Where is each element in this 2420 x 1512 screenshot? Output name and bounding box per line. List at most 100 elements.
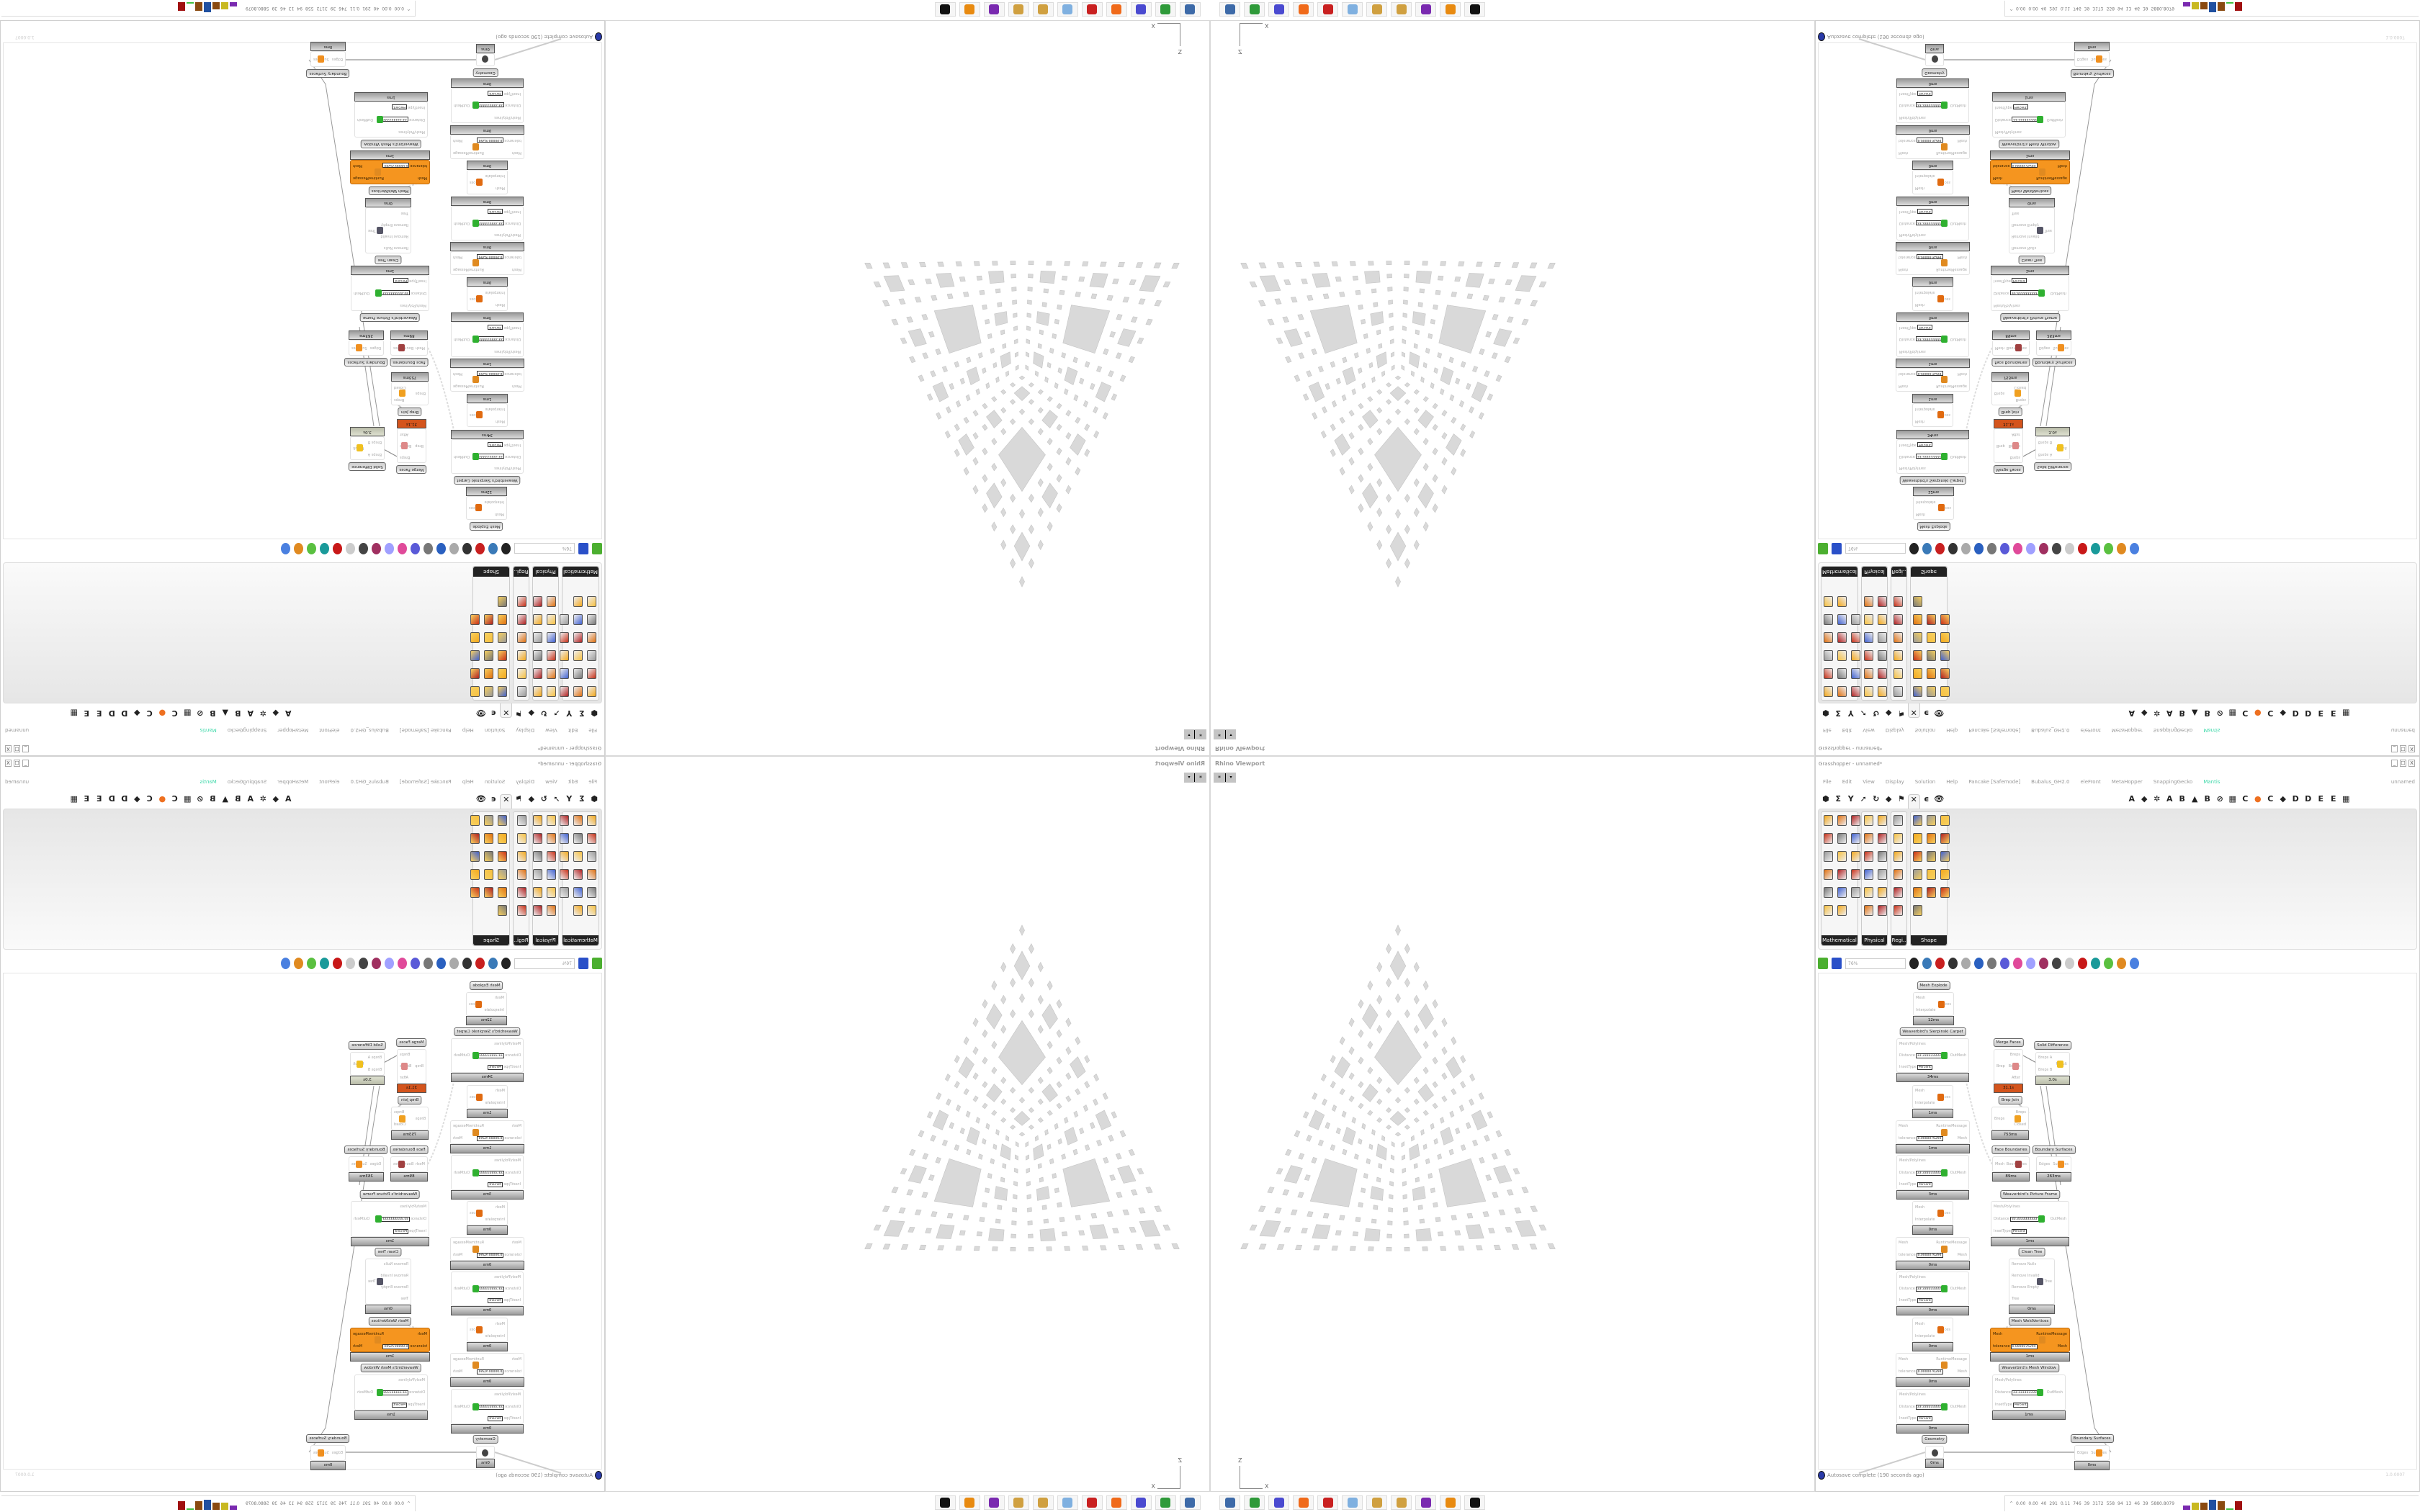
- input-port[interactable]: Brep: [1996, 1064, 2005, 1068]
- port-value-field[interactable]: Percent: [1917, 442, 1932, 447]
- port-value-field[interactable]: Percent: [392, 1402, 408, 1408]
- input-port[interactable]: InsetTypePercent: [393, 278, 426, 284]
- plugin-tab-icon[interactable]: ●: [2254, 794, 2262, 804]
- node-title[interactable]: Weaverbird's Mesh Window: [361, 140, 421, 148]
- input-port[interactable]: Mesh/Polylines: [494, 466, 521, 470]
- port-value-field[interactable]: 33.3333333333: [475, 102, 505, 108]
- gh-component[interactable]: EdgesSurfaces: [2036, 1156, 2071, 1172]
- plugin-tab-icon[interactable]: E: [2318, 794, 2323, 804]
- node-title[interactable]: Boundary Surfaces: [2070, 1434, 2114, 1443]
- output-port[interactable]: RuntimeMessage: [453, 150, 484, 156]
- input-port[interactable]: Remove Empty: [2012, 222, 2039, 227]
- input-port[interactable]: tolerance0.0000076294: [477, 1369, 521, 1374]
- component-icon[interactable]: [1851, 851, 1860, 862]
- taskbar-app[interactable]: [1219, 2, 1240, 17]
- port-value-field[interactable]: Percent: [488, 209, 503, 214]
- output-port[interactable]: Faces: [1940, 1328, 1950, 1332]
- node-title[interactable]: Merge Faces: [396, 465, 427, 474]
- output-port[interactable]: OutMesh: [354, 291, 370, 295]
- component-icon[interactable]: [1837, 905, 1847, 916]
- port-value-field[interactable]: 0.0000076294: [477, 138, 504, 143]
- output-port[interactable]: OutMesh: [454, 103, 470, 108]
- output-port[interactable]: Mesh: [1957, 1369, 1967, 1374]
- component-icon[interactable]: [1927, 833, 1936, 844]
- component-icon[interactable]: [1864, 887, 1873, 898]
- taskbar-app[interactable]: [1033, 1495, 1054, 1510]
- node-title[interactable]: Solid Difference: [2034, 1041, 2071, 1050]
- input-port[interactable]: Mesh/Polylines: [1995, 130, 2022, 134]
- input-port[interactable]: Mesh: [496, 1089, 505, 1093]
- minimize-button[interactable]: _: [2391, 760, 2398, 767]
- input-port[interactable]: Breps: [416, 1117, 426, 1121]
- bug-icon[interactable]: [1948, 958, 1958, 969]
- plugin-tab-icon[interactable]: C: [2242, 794, 2249, 804]
- tab-icon[interactable]: Σ: [1835, 794, 1841, 804]
- port-value-field[interactable]: 33.3333333333: [381, 1217, 411, 1222]
- input-port[interactable]: Mesh: [512, 151, 521, 156]
- output-port[interactable]: Breps: [2015, 397, 2026, 402]
- port-value-field[interactable]: 0.0000076294: [477, 1252, 504, 1258]
- taskbar-app[interactable]: [1057, 2, 1078, 17]
- output-port[interactable]: Breps: [394, 397, 405, 402]
- component-icon[interactable]: [1940, 887, 1950, 898]
- input-port[interactable]: Remove Nulls: [2012, 246, 2036, 250]
- component-icon[interactable]: [1864, 815, 1873, 826]
- input-port[interactable]: Interpolate: [1915, 291, 1935, 295]
- taskbar-app[interactable]: [1180, 1495, 1201, 1510]
- component-icon[interactable]: [1878, 887, 1887, 898]
- taskbar-app[interactable]: [1293, 1495, 1314, 1510]
- input-port[interactable]: tolerance0.0000076294: [477, 1135, 521, 1141]
- port-value-field[interactable]: 0.0000076294: [2010, 1344, 2038, 1349]
- component-icon[interactable]: [1837, 833, 1847, 844]
- taskbar-app[interactable]: [1268, 1495, 1289, 1510]
- node-title[interactable]: Merge Faces: [1993, 465, 2024, 474]
- port-value-field[interactable]: 33.3333333333: [1915, 1170, 1945, 1176]
- sphere-icon[interactable]: [2117, 958, 2126, 969]
- port-value-field[interactable]: Percent: [2011, 278, 2027, 284]
- taskbar-app[interactable]: [1057, 1495, 1078, 1510]
- node-title[interactable]: Weaverbird's Sierpinski Carpet: [454, 1027, 521, 1036]
- window-icon[interactable]: [1987, 958, 1996, 969]
- close-button[interactable]: X: [2408, 760, 2415, 767]
- taskbar-app[interactable]: [1391, 2, 1412, 17]
- input-port[interactable]: Mesh: [496, 1205, 505, 1210]
- output-port[interactable]: OutMesh: [454, 221, 470, 225]
- component-icon[interactable]: [1864, 833, 1873, 844]
- input-port[interactable]: Mesh: [1915, 1089, 1924, 1093]
- gh-component[interactable]: [476, 1446, 495, 1459]
- component-icon[interactable]: [1894, 887, 1903, 898]
- panel-label[interactable]: Regi..: [1891, 935, 1906, 945]
- output-port[interactable]: After: [2011, 1076, 2020, 1080]
- output-port[interactable]: OutMesh: [454, 1053, 470, 1058]
- input-port[interactable]: Mesh/Polylines: [494, 1042, 521, 1046]
- node-title[interactable]: Mesh WeldVertices: [2008, 1317, 2052, 1326]
- input-port[interactable]: Tree: [2012, 211, 2019, 215]
- input-port[interactable]: Mesh: [1915, 186, 1924, 191]
- output-port[interactable]: Mesh: [453, 1369, 463, 1374]
- input-port[interactable]: Distance33.3333333333: [381, 1217, 426, 1222]
- plugin-tab-icon[interactable]: C: [2267, 794, 2274, 804]
- tab-icon[interactable]: ϵ: [1924, 794, 1930, 804]
- gh-component[interactable]: EdgesSurfaces: [2074, 51, 2110, 67]
- node-title[interactable]: Mesh WeldVertices: [2008, 186, 2052, 195]
- output-port[interactable]: RuntimeMessage: [2036, 1331, 2067, 1336]
- gh-component[interactable]: [1925, 1446, 1944, 1459]
- menu-item-elefront[interactable]: eleFront: [2080, 779, 2101, 785]
- node-title[interactable]: Face Boundaries: [390, 1146, 429, 1154]
- input-port[interactable]: Edges: [2077, 1451, 2088, 1455]
- component-icon[interactable]: [1837, 815, 1847, 826]
- taskbar-app[interactable]: [1464, 1495, 1485, 1510]
